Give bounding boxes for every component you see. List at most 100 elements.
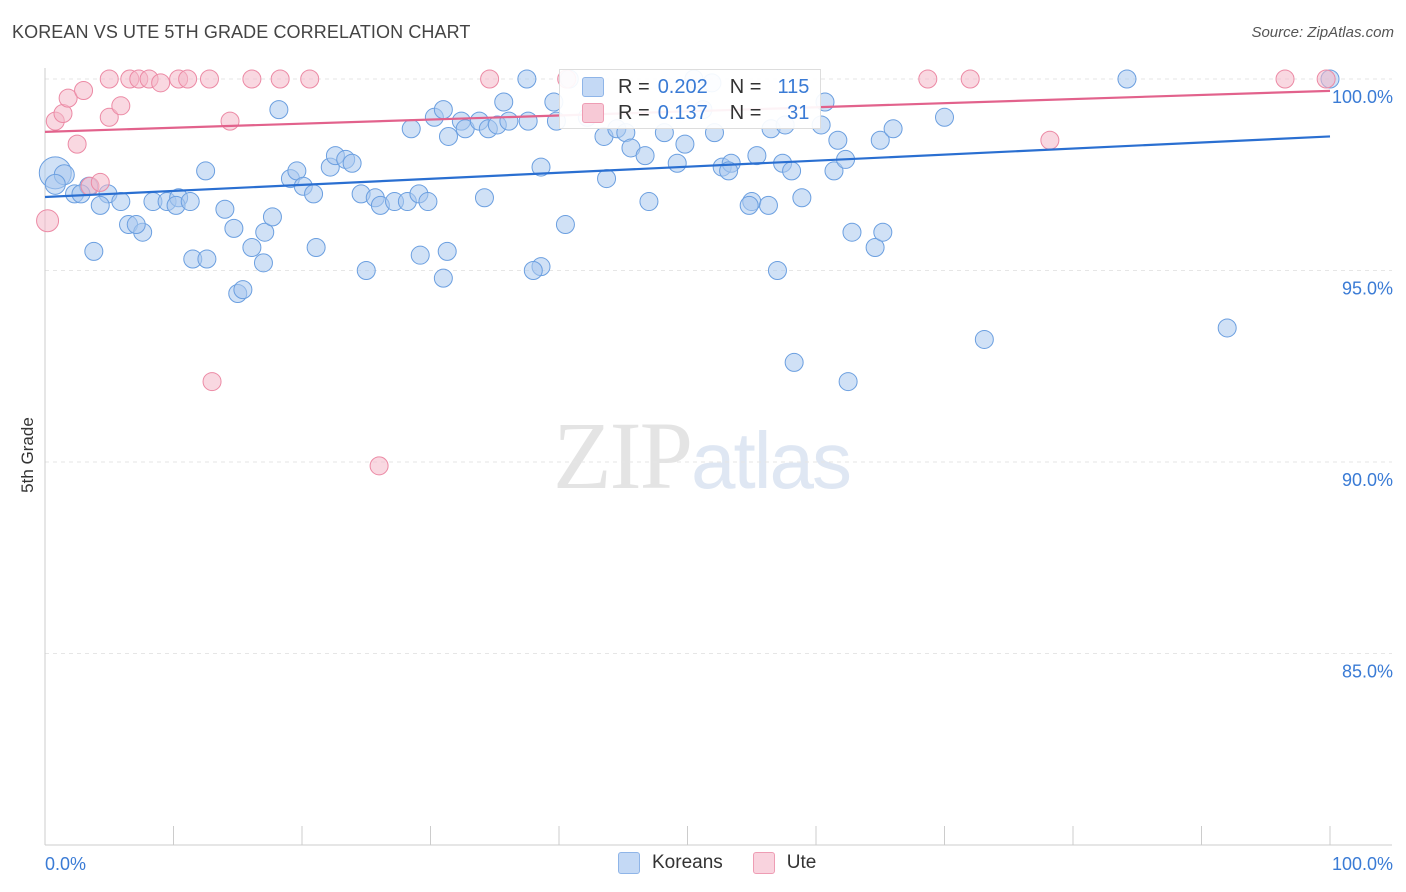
ute-point [178,69,198,89]
korean-point [269,100,289,120]
source-credit: Source: ZipAtlas.com [1251,24,1394,41]
korean-point [1217,318,1237,338]
ute-point [58,88,78,108]
korean-point [767,261,787,280]
korean-point [438,126,458,146]
korean-point [84,241,104,261]
korean-point [675,134,695,154]
legend-n-label: N = [729,101,762,124]
legend-row-koreans: R = 0.202 N = 115 [582,75,809,99]
legend-row-ute: R = 0.137 N = 31 [582,101,809,125]
korean-point [215,199,235,219]
korean-point [747,146,767,166]
korean-point [1117,69,1137,89]
ute-point [151,73,171,93]
korean-point [437,241,457,261]
korean-point [433,268,453,288]
korean-point [597,169,617,189]
korean-point [828,130,848,150]
korean-point [873,222,893,242]
korean-point [224,218,244,238]
ute-point [36,209,60,233]
korean-point [838,372,858,392]
legend-r-label: R = [618,75,650,98]
korean-point [782,161,802,181]
ute-point [74,80,94,100]
korean-point [531,157,551,177]
korean-point [233,280,253,300]
legend-r-value: 0.137 [657,101,708,124]
legend-swatch-ute [582,103,604,123]
ute-point [90,172,110,192]
series-legend: Koreans Ute [618,852,846,874]
korean-point [356,261,376,280]
x-tick-label: 0.0% [45,854,86,874]
korean-point [44,173,66,195]
ute-point [1316,69,1336,89]
korean-point [758,195,778,215]
legend-item-ute[interactable]: Ute [752,852,817,874]
korean-point [90,195,110,215]
y-tick-label: 85.0% [1342,662,1393,682]
korean-point [255,222,275,242]
korean-point [342,153,362,173]
korean-point [865,238,885,258]
korean-point [635,146,655,166]
korean-point [196,161,216,181]
stats-legend: R = 0.202 N = 115 R = 0.137 N = 31 [559,69,821,129]
korean-point [253,253,273,273]
korean-point [639,192,659,212]
ute-point [918,69,938,89]
ute-point [202,372,222,392]
korean-point [719,161,739,181]
legend-label-koreans: Koreans [652,852,723,873]
y-tick-label: 90.0% [1342,470,1393,490]
korean-point [739,195,759,215]
legend-item-koreans[interactable]: Koreans [618,852,723,874]
legend-n-label: N = [729,75,762,98]
korean-point [784,352,804,372]
legend-label-ute: Ute [786,852,817,873]
korean-point [883,119,903,139]
korean-point [180,192,200,212]
x-tick-label: 100.0% [1332,854,1393,874]
korean-point [494,92,514,112]
ute-point [111,96,131,116]
y-tick-label: 100.0% [1332,87,1393,107]
ute-point [369,456,389,476]
korean-point [418,192,438,212]
ute-point [960,69,980,89]
legend-r-value: 0.202 [657,75,708,98]
legend-n-value: 115 [777,75,810,98]
korean-point [824,161,844,181]
ute-point [1040,130,1060,150]
korean-point [667,153,687,173]
korean-point [304,184,324,204]
korean-point [242,238,262,258]
ute-point [99,107,119,127]
ute-point [67,134,87,154]
korean-point [842,222,862,242]
ute-point [300,69,320,89]
korean-point [410,245,430,265]
korean-point [555,215,575,235]
legend-r-label: R = [618,101,650,124]
korean-point [126,215,146,235]
korean-point [518,111,538,131]
korean-trend-line [44,135,1331,199]
y-axis-label: 5th Grade [18,417,37,493]
ute-point [99,69,119,89]
korean-point [401,119,421,139]
legend-n-value: 31 [787,101,810,124]
korean-point [499,111,519,131]
y-axis-label-wrap: 5th Grade [16,417,40,493]
legend-swatch-koreans [618,852,640,874]
ute-point [1275,69,1295,89]
korean-point [523,261,543,280]
ute-point [270,69,290,89]
korean-point [517,69,537,89]
korean-point [974,329,994,349]
legend-swatch-ute [752,852,775,874]
korean-point [262,207,282,227]
